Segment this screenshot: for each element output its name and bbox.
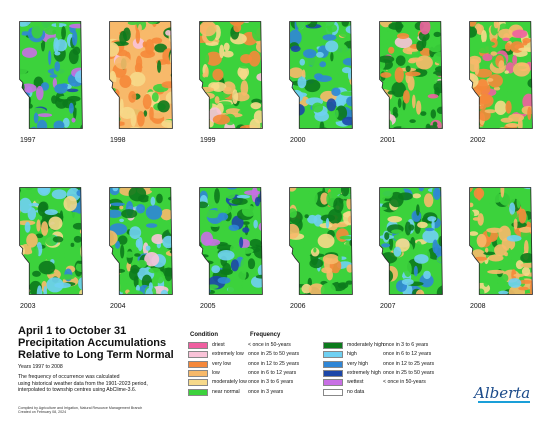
legend-item: no data [323,388,443,397]
legend-label: moderately high [347,342,384,348]
legend-item: very low once in 12 to 25 years [188,360,308,369]
legend-frequency: once in 3 to 6 years [383,342,429,348]
legend-frequency: once in 25 to 50 years [248,351,300,358]
legend-label: high [347,351,357,358]
alberta-logo: Alberta [474,384,531,402]
year-label: 2008 [470,303,486,310]
legend-swatch [188,351,208,359]
legend-frequency: once in 6 to 12 years [383,351,432,358]
legend-swatch [188,369,208,377]
legend-swatch [323,369,343,377]
legend-swatch [323,388,343,396]
map-title-line-3: Relative to Long Term Normal [18,349,174,361]
province-map [109,21,173,129]
legend-frequency: < once in 50-years [383,379,426,386]
year-label: 2002 [470,137,486,144]
legend-frequency: < once in 50-years [248,342,291,348]
year-label: 2006 [290,303,306,310]
legend-frequency: once in 3 to 6 years [248,379,294,386]
description-line-3: interpolated to township centres using A… [18,387,137,394]
province-map [379,187,443,295]
province-map [19,187,83,295]
province-map [19,21,83,129]
legend-swatch [188,379,208,387]
legend-swatch [323,351,343,359]
legend-label: moderately low [212,379,247,386]
year-label: 1997 [20,137,36,144]
province-map [469,187,533,295]
legend-label: very low [212,360,232,367]
year-label: 2007 [380,303,396,310]
legend-item: high once in 6 to 12 years [323,351,443,359]
legend-item: moderately high once in 3 to 6 years [323,342,443,350]
legend-label: no data [347,388,365,395]
description-line-1: The frequency of occurrence was calculat… [18,374,120,381]
legend-label: very high [347,360,369,367]
legend-item: moderately low once in 3 to 6 years [188,379,308,387]
legend-item: low once in 6 to 12 years [188,369,308,378]
description-line-2: using historical weather data from the 1… [18,380,148,387]
legend-item: driest < once in 50-years [188,342,308,350]
legend-swatch [323,342,343,349]
alberta-logo-underline [478,401,530,403]
legend-label: low [212,369,220,376]
legend-condition-header: Condition [190,332,218,338]
legend-frequency: once in 12 to 25 years [383,360,435,367]
legend-frequency: once in 25 to 50 years [383,369,435,376]
province-map [289,187,353,295]
year-label: 2000 [290,137,306,144]
title-block: April 1 to October 31 Precipitation Accu… [18,325,188,414]
legend-item: wettest < once in 50-years [323,379,443,387]
map-title-line-2: Precipitation Accumulations [18,337,167,349]
legend-frequency: once in 6 to 12 years [248,369,297,376]
years-range: Years 1997 to 2008 [18,364,63,370]
year-label: 2004 [110,303,126,310]
legend-frequency: once in 3 years [248,388,284,395]
year-label: 2001 [380,137,396,144]
legend-label: wettest [347,379,364,386]
legend-label: near normal [212,388,240,395]
map-grid: 1997 1998 1999 2000 2001 2002 2003 2004 2005 2006… [19,21,533,310]
legend-label: extremely low [212,351,244,358]
legend-item: very high once in 12 to 25 years [323,360,443,369]
map-title-line-1: April 1 to October 31 [18,325,127,337]
credits-line-2: Created on February 08, 2024 [18,410,67,415]
legend-item: extremely high once in 25 to 50 years [323,369,443,378]
province-map [469,21,533,129]
province-map [289,21,353,129]
province-map [199,21,263,129]
legend-swatch [323,360,343,368]
year-label: 1999 [200,137,216,144]
legend-swatch [323,379,343,387]
legend-frequency-header: Frequency [250,332,281,338]
legend-swatch [188,360,208,368]
legend-frequency: once in 12 to 25 years [248,360,300,367]
province-map [199,187,263,295]
year-label: 1998 [110,137,126,144]
credits-line-1: Compiled by Agriculture and Irrigation, … [18,405,143,410]
province-map [379,21,443,129]
legend-swatch [188,388,208,396]
legend-label: extremely high [347,369,381,376]
legend-swatch [188,342,208,349]
province-map [109,187,173,295]
year-label: 2005 [200,303,216,310]
legend-label: driest [212,342,225,348]
legend-item: extremely low once in 25 to 50 years [188,351,308,359]
legend-item: near normal once in 3 years [188,388,308,397]
year-label: 2003 [20,303,36,310]
